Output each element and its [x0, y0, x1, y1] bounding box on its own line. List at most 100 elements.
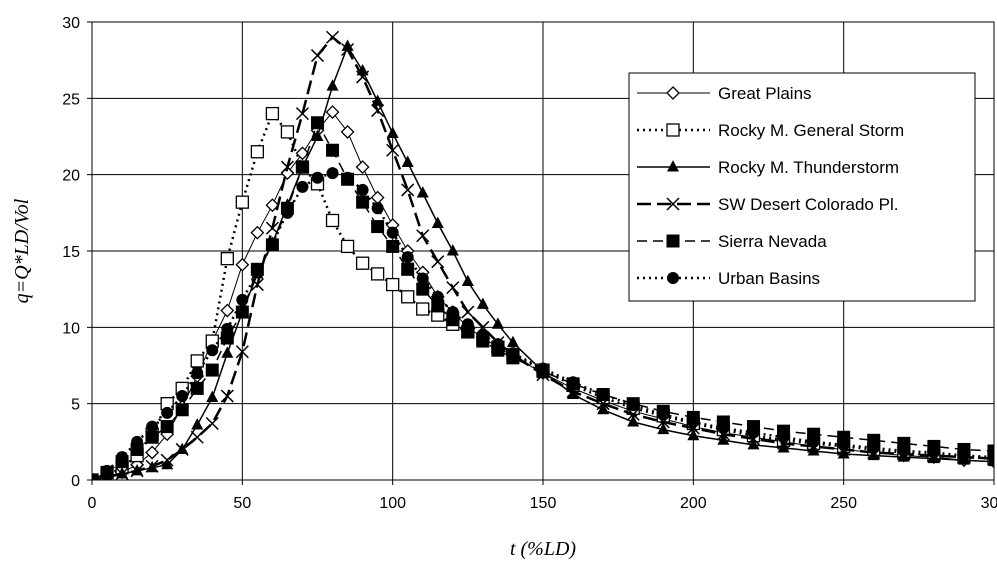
- data-point: [401, 251, 414, 264]
- data-point: [627, 415, 640, 427]
- data-point: [265, 221, 279, 235]
- data-point: [310, 49, 325, 63]
- data-point: [537, 362, 549, 375]
- data-point: [416, 186, 429, 198]
- data-point: [356, 195, 370, 209]
- data-point: [491, 317, 504, 329]
- data-point: [506, 347, 519, 360]
- legend-marker: [666, 197, 680, 211]
- x-tick-label: 100: [379, 495, 406, 512]
- data-point: [251, 266, 264, 279]
- data-point: [371, 104, 385, 118]
- data-point: [867, 441, 880, 454]
- data-point: [897, 444, 910, 457]
- data-point: [280, 160, 294, 174]
- legend-marker: [666, 234, 680, 248]
- series-5: [92, 167, 994, 480]
- data-point: [205, 416, 219, 431]
- series-layer: [92, 30, 994, 480]
- data-point: [867, 448, 880, 461]
- data-point: [311, 116, 324, 130]
- data-point: [295, 160, 309, 174]
- data-point: [567, 376, 580, 389]
- data-point: [325, 213, 340, 228]
- data-point: [446, 281, 460, 295]
- legend-item: Rocky M. General Storm: [637, 121, 904, 140]
- data-point: [416, 272, 429, 285]
- data-point: [371, 220, 385, 234]
- data-point: [220, 389, 234, 403]
- data-point: [431, 255, 445, 269]
- data-point: [416, 302, 430, 316]
- data-point: [146, 420, 159, 433]
- grid: [92, 22, 994, 480]
- data-point: [957, 449, 970, 462]
- data-point: [326, 30, 340, 44]
- data-point: [295, 107, 309, 121]
- legend-label: Rocky M. Thunderstorm: [718, 158, 899, 177]
- data-point: [431, 290, 444, 303]
- data-point: [235, 257, 250, 272]
- data-point: [461, 318, 474, 331]
- data-point: [341, 171, 354, 184]
- legend-label: Urban Basins: [718, 269, 820, 288]
- x-tick-label: 200: [680, 495, 707, 512]
- x-tick-label: 0: [88, 495, 97, 512]
- data-point: [401, 290, 415, 304]
- data-point: [988, 451, 994, 464]
- data-point: [221, 322, 234, 335]
- data-point: [220, 303, 235, 318]
- legend-box: [628, 72, 976, 302]
- data-point: [386, 126, 399, 138]
- data-point: [175, 442, 189, 456]
- data-point: [356, 183, 369, 196]
- y-tick-label: 0: [71, 473, 80, 490]
- legend-label: SW Desert Colorado Pl.: [718, 195, 898, 214]
- data-point: [431, 216, 444, 229]
- data-point: [191, 367, 204, 380]
- data-point: [145, 430, 159, 444]
- data-point: [115, 467, 129, 480]
- data-point: [220, 251, 234, 266]
- data-point: [221, 346, 234, 358]
- data-point: [325, 105, 340, 119]
- data-point: [161, 457, 174, 470]
- legend-label: Sierra Nevada: [718, 232, 827, 251]
- data-point: [927, 446, 940, 459]
- data-point: [837, 438, 850, 451]
- data-point: [747, 437, 760, 450]
- data-point: [747, 426, 760, 439]
- data-point: [326, 79, 339, 91]
- data-point: [205, 363, 219, 377]
- y-tick-label: 15: [62, 244, 80, 261]
- data-point: [250, 225, 265, 240]
- data-point: [657, 408, 670, 421]
- data-point: [476, 297, 489, 309]
- data-point: [446, 306, 459, 319]
- x-axis-title: t (%LD): [510, 538, 576, 560]
- data-point: [340, 125, 355, 139]
- legend-marker: [666, 86, 680, 100]
- data-point: [190, 381, 204, 395]
- data-point: [386, 143, 400, 157]
- x-tick-label: 300: [981, 495, 997, 512]
- data-point: [506, 335, 519, 348]
- data-point: [371, 202, 384, 215]
- data-point: [206, 390, 219, 403]
- data-point: [491, 338, 504, 351]
- data-point: [116, 451, 129, 464]
- data-point: [401, 155, 414, 167]
- data-point: [446, 244, 459, 256]
- legend-marker: [667, 160, 679, 172]
- y-tick-label: 10: [62, 320, 80, 337]
- data-point: [296, 180, 309, 193]
- y-tick-label: 30: [62, 15, 80, 32]
- data-point: [236, 293, 249, 306]
- data-point: [777, 441, 790, 453]
- data-point: [235, 345, 249, 359]
- data-point: [340, 239, 355, 254]
- data-point: [160, 453, 174, 467]
- data-point: [131, 435, 144, 448]
- data-point: [401, 183, 415, 197]
